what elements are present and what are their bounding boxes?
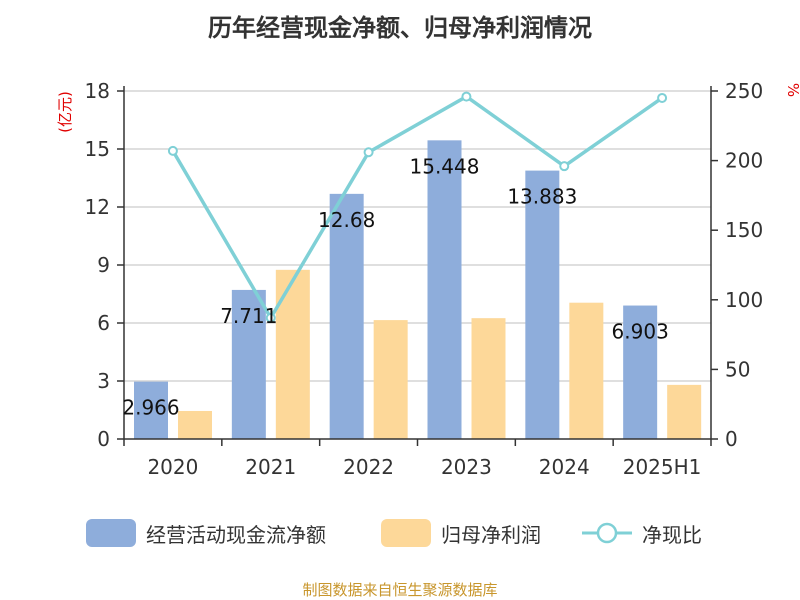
y-left-tick-label: 9 [97,253,110,277]
data-label-operating-cash-flow: 15.448 [410,154,480,178]
chart-title: 历年经营现金净额、归母净利润情况 [208,14,592,42]
line-cash-ratio [171,94,664,320]
y-right-tick-label: 200 [725,149,763,173]
legend-item-net-profit[interactable]: 归母净利润 [381,518,541,548]
point-cash-ratio [265,312,276,323]
bar-operating-cash-flow [623,305,658,439]
bar-net-profit [471,318,506,439]
y-right-axis-label: % [784,83,800,97]
y-left-tick-label: 12 [85,195,110,219]
bar-net-profit [178,410,212,439]
point-cash-ratio [167,145,178,156]
bar-net-profit [275,269,310,439]
x-tick-label: 2021 [245,455,296,479]
legend-swatch-net-profit [381,519,431,547]
y-left-tick-label: 0 [97,427,110,451]
legend-label-net-profit: 归母净利润 [441,522,541,547]
y-left-tick-label: 6 [97,311,110,335]
legend-label-operating-cash-flow: 经营活动现金流净额 [146,522,326,547]
point-cash-ratio [363,147,374,158]
bar-operating-cash-flow [525,170,560,439]
bar-operating-cash-flow [134,381,168,439]
y-left-tick-label: 18 [85,79,110,103]
legend-item-cash-ratio[interactable]: 净现比 [582,518,702,548]
data-label-operating-cash-flow: 7.711 [220,304,277,328]
data-label-operating-cash-flow: 6.903 [612,320,669,344]
y-right-tick-label: 100 [725,288,763,312]
legend-item-operating-cash-flow[interactable]: 经营活动现金流净额 [86,518,326,548]
source-note: 制图数据来自恒生聚源数据库 [302,581,498,599]
y-right-tick-label: 50 [725,357,750,381]
point-cash-ratio [657,92,668,103]
y-left-tick-label: 3 [97,369,110,393]
data-label-operating-cash-flow: 12.68 [318,208,375,232]
legend-swatch-operating-cash-flow [86,519,136,547]
point-cash-ratio [559,161,570,172]
y-right-tick-label: 250 [725,79,763,103]
data-label-operating-cash-flow: 2.966 [122,396,179,420]
y-right-tick-label: 150 [725,218,763,242]
point-cash-ratio [461,91,472,102]
bar-net-profit [667,384,702,439]
legend-label-cash-ratio: 净现比 [642,522,702,547]
bar-net-profit [569,302,604,439]
x-tick-label: 2025H1 [623,455,702,479]
x-tick-label: 2022 [343,455,394,479]
bar-operating-cash-flow [329,193,364,439]
y-left-tick-label: 15 [85,137,110,161]
y-left-axis-label: (亿元) [56,91,74,133]
x-tick-label: 2020 [147,455,198,479]
x-tick-label: 2023 [441,455,492,479]
data-label-operating-cash-flow: 13.883 [507,185,577,209]
bar-operating-cash-flow [427,140,462,439]
legend-line-cash-ratio [582,522,632,544]
y-right-tick-label: 0 [725,427,738,451]
x-tick-label: 2024 [539,455,590,479]
bar-operating-cash-flow [231,289,266,439]
bar-net-profit [373,320,408,439]
